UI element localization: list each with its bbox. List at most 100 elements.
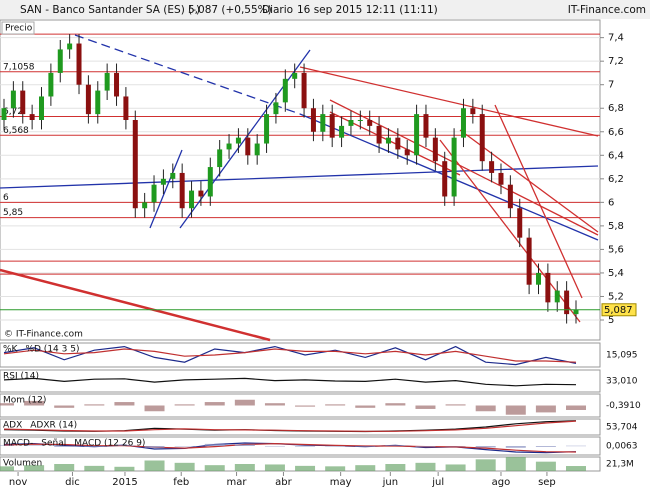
candle-body xyxy=(254,143,260,156)
candle-body xyxy=(432,137,438,162)
candle-body xyxy=(470,108,476,115)
indicator-bar xyxy=(264,446,285,447)
candle-body xyxy=(310,108,316,132)
candle-body xyxy=(29,114,35,120)
candle-body xyxy=(357,120,363,121)
indicator-legend: %D (14 3 5) xyxy=(25,345,79,355)
y-tick-label: 6,4 xyxy=(608,150,624,161)
candle-body xyxy=(479,114,485,162)
indicator-panel xyxy=(0,418,601,436)
candle-body xyxy=(189,190,195,209)
indicator-bar xyxy=(566,445,586,447)
y-tick-label: 5,4 xyxy=(608,268,624,279)
level-label: 6,568 xyxy=(3,126,29,136)
indicator-bar xyxy=(204,402,225,406)
candle-body xyxy=(245,137,251,156)
indicator-bar xyxy=(264,464,285,471)
candle-body xyxy=(179,172,185,209)
indicator-bar xyxy=(325,446,346,447)
trend-line xyxy=(299,113,599,241)
trend-line xyxy=(494,104,583,299)
candle-body xyxy=(385,137,391,144)
indicator-bar xyxy=(144,405,165,412)
candle-body xyxy=(114,72,120,97)
indicator-bar xyxy=(234,444,255,446)
candle-body xyxy=(395,137,401,150)
x-tick-label: feb xyxy=(173,477,189,488)
indicator-bar xyxy=(535,446,556,447)
candle-body xyxy=(376,125,382,144)
indicator-legend: Mom (12) xyxy=(3,396,46,406)
indicator-panel xyxy=(0,369,601,393)
candle-body xyxy=(489,161,495,173)
candle-body xyxy=(207,167,213,197)
candle-body xyxy=(132,120,138,209)
datetime: 16 sep 2015 12:11 (11:11) xyxy=(297,4,438,16)
candle-body xyxy=(160,178,166,185)
indicator-bar xyxy=(0,403,14,406)
indicator-bar xyxy=(0,445,14,446)
candle-body xyxy=(264,114,270,144)
panel-label: Precio xyxy=(5,24,33,34)
candle-body xyxy=(414,114,420,156)
indicator-bar xyxy=(144,460,165,471)
candle-body xyxy=(573,309,579,315)
price-panel xyxy=(0,19,601,341)
indicator-bar xyxy=(84,465,105,471)
indicator-value: 0,0063 xyxy=(606,442,638,452)
trend-line xyxy=(74,34,301,115)
indicator-legend: Señal xyxy=(41,439,66,449)
indicator-panel xyxy=(0,342,601,368)
indicator-bar xyxy=(505,405,526,415)
last-price-box xyxy=(601,303,637,317)
candle-body xyxy=(104,72,110,91)
trend-line xyxy=(329,99,599,236)
indicator-legend: %K xyxy=(3,345,19,355)
symbol: SAN - Banco Santander SA (ES) (-) xyxy=(20,4,200,16)
candle-body xyxy=(170,172,176,179)
candle-body xyxy=(367,120,373,126)
indicator-legend: ADX xyxy=(3,421,22,431)
indicator-bar xyxy=(445,404,466,406)
indicator-bar xyxy=(114,445,135,446)
x-tick-label: ago xyxy=(492,477,511,488)
trend-line xyxy=(0,268,271,342)
indicator-bar xyxy=(385,445,406,446)
x-tick-label: jun xyxy=(382,477,398,488)
y-tick-label: 6,8 xyxy=(608,103,624,114)
candle-body xyxy=(235,137,241,144)
candle-body xyxy=(460,108,466,138)
candle-body xyxy=(329,114,335,138)
indicator-line xyxy=(3,377,577,387)
level-label: 5,85 xyxy=(3,208,23,218)
candle-body xyxy=(226,143,232,150)
candle-body xyxy=(554,290,560,303)
candle-body xyxy=(1,108,7,120)
panel-label-box xyxy=(1,21,35,35)
indicator-legend: Volumen xyxy=(3,459,42,469)
y-tick-label: 6,6 xyxy=(608,127,624,138)
y-tick-label: 6,2 xyxy=(608,174,624,185)
indicator-bar xyxy=(174,462,195,471)
indicator-legend: MACD- xyxy=(3,439,33,449)
indicator-bar xyxy=(385,464,406,471)
indicator-bar xyxy=(355,405,376,408)
indicator-bar xyxy=(54,405,75,408)
y-tick-label: 5,6 xyxy=(608,244,624,255)
site: IT-Finance.com xyxy=(568,4,646,16)
x-tick-label: jul xyxy=(431,477,444,488)
indicator-bar xyxy=(505,446,526,448)
indicator-bar xyxy=(535,461,556,471)
x-tick-label: 2015 xyxy=(112,477,137,488)
candle-body xyxy=(564,290,570,315)
y-tick-label: 5 xyxy=(608,315,614,326)
indicator-line xyxy=(3,442,577,453)
y-tick-label: 7 xyxy=(608,80,614,91)
indicator-bar xyxy=(84,446,105,447)
indicator-value: 53,704 xyxy=(606,423,638,433)
candle-body xyxy=(123,96,129,120)
indicator-bar xyxy=(234,464,255,471)
candle-body xyxy=(498,172,504,185)
candle-body xyxy=(85,84,91,115)
